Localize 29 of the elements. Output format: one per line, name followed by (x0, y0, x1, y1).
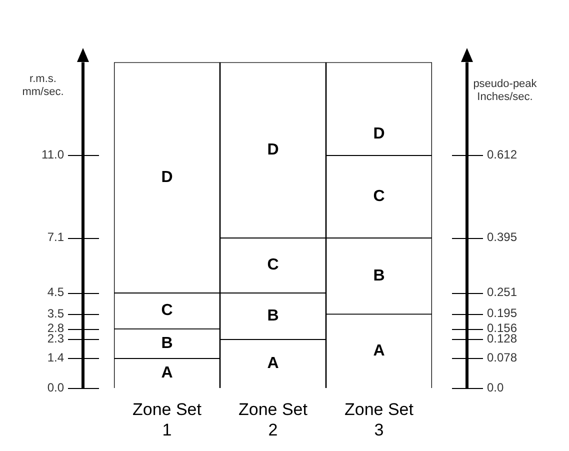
y2-tick-label: 0.0 (487, 380, 504, 394)
text: A (267, 355, 279, 372)
series-label: A (161, 364, 174, 382)
y-tick-label: 4.5 (47, 285, 64, 300)
y-tick-label: 3.5 (47, 306, 64, 320)
y2-axis-title: pseudo-peak Inches/sec. (472, 78, 538, 104)
series-label: D (373, 126, 385, 143)
y-axis-title: r.m.s. mm/sec. (21, 73, 65, 99)
x-tick-label: Zone Set 2 (238, 400, 308, 440)
text: A (373, 342, 385, 360)
text: D (267, 141, 279, 158)
series-label: B (161, 334, 173, 352)
series-label: C (161, 302, 174, 320)
text: D (161, 168, 173, 186)
y-tick-label: 0.0 (47, 380, 64, 394)
y2-tick-label: 0.078 (487, 350, 518, 365)
x-tick-label: Zone Set 1 (132, 400, 202, 440)
y2-tick-label: 0.612 (487, 148, 518, 162)
y2-tick-label: 0.395 (487, 230, 518, 244)
y-tick-label: 7.1 (47, 230, 64, 244)
y-tick-label: 1.4 (47, 350, 64, 365)
text: B (373, 267, 385, 284)
y2-tick-label: 0.251 (487, 284, 518, 299)
text: C (373, 188, 385, 205)
y2-tick-label: 0.195 (487, 306, 518, 320)
y-tick-label: 11.0 (42, 148, 64, 162)
x-tick-label: Zone Set 3 (344, 400, 414, 440)
text: B (267, 307, 279, 324)
text: C (267, 256, 279, 274)
